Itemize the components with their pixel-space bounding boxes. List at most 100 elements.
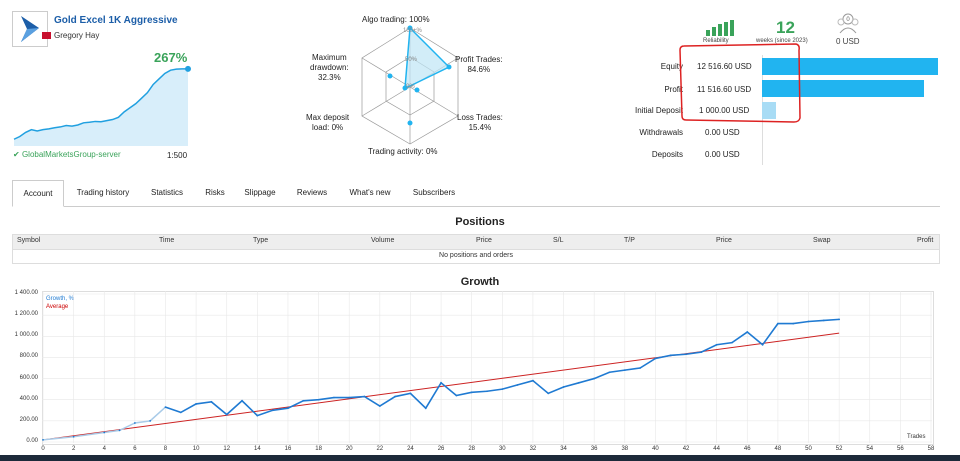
x-tick-56: 56 bbox=[897, 446, 904, 452]
radar-label-drawdown: Maximum drawdown: 32.3% bbox=[310, 53, 349, 82]
profit-value: 11 516.60 USD bbox=[697, 85, 752, 94]
tab-subscribers[interactable]: Subscribers bbox=[412, 188, 456, 197]
radar-label-algo: Algo trading: 100% bbox=[362, 15, 430, 24]
leverage: 1:500 bbox=[167, 151, 188, 160]
growth-point-17 bbox=[302, 399, 305, 402]
signal-logo bbox=[12, 11, 48, 47]
tab-slippage[interactable]: Slippage bbox=[244, 188, 276, 197]
radar-label-activity: Trading activity: 0% bbox=[368, 147, 438, 156]
growth-point-28 bbox=[470, 391, 473, 394]
growth-point-13 bbox=[241, 399, 243, 402]
server-name[interactable]: ✔ GlobalMarketsGroup-server bbox=[13, 150, 121, 159]
signal-title[interactable]: Gold Excel 1K Aggressive bbox=[54, 15, 178, 26]
x-tick-22: 22 bbox=[376, 446, 384, 452]
growth-point-30 bbox=[501, 388, 504, 391]
x-tick-28: 28 bbox=[468, 446, 476, 452]
growth-point-33 bbox=[547, 392, 550, 395]
uk-flag-icon bbox=[42, 32, 51, 39]
initial-deposit-bar bbox=[762, 102, 776, 119]
growth-point-7 bbox=[149, 419, 152, 422]
col-tp: T/P bbox=[624, 237, 635, 244]
x-tick-50: 50 bbox=[805, 446, 812, 452]
col-time: Time bbox=[159, 237, 175, 244]
withdrawals-value: 0.00 USD bbox=[705, 128, 740, 137]
reliability-bars-icon bbox=[706, 20, 734, 36]
mini-growth-chart bbox=[13, 65, 191, 146]
initial-deposit-label: Initial Deposit bbox=[634, 106, 683, 115]
col-type: Type bbox=[253, 237, 269, 244]
legend-average: Average bbox=[46, 304, 69, 310]
mini-area bbox=[14, 68, 188, 146]
radar-point-profit bbox=[446, 64, 452, 70]
growth-point-26 bbox=[440, 381, 442, 384]
growth-point-48 bbox=[776, 322, 779, 325]
red-annotation-box bbox=[679, 43, 801, 123]
col-profit: Profit bbox=[917, 237, 934, 244]
growth-point-31 bbox=[516, 384, 519, 386]
tab-trading-history[interactable]: Trading history bbox=[76, 188, 130, 197]
tab-risks[interactable]: Risks bbox=[205, 188, 225, 197]
growth-point-37 bbox=[608, 371, 611, 374]
subscribers-usd: 0 USD bbox=[836, 37, 860, 46]
tab-statistics[interactable]: Statistics bbox=[150, 188, 183, 197]
radar-chart bbox=[361, 25, 459, 145]
x-tick-54: 54 bbox=[866, 446, 874, 452]
radar-point-loss bbox=[414, 87, 420, 93]
y-tick-4: 800.00 bbox=[19, 353, 38, 360]
growth-point-51 bbox=[822, 319, 825, 322]
x-tick-18: 18 bbox=[315, 446, 322, 452]
growth-point-32 bbox=[532, 379, 534, 382]
x-tick-36: 36 bbox=[590, 446, 598, 452]
tab-whats-new[interactable]: What's new bbox=[349, 188, 391, 197]
radar-point-activity bbox=[407, 120, 413, 126]
tab-account[interactable]: Account bbox=[12, 180, 64, 207]
y-tick-0: 0.00 bbox=[26, 438, 38, 444]
col-sl: S/L bbox=[553, 237, 564, 244]
x-tick-14: 14 bbox=[254, 446, 261, 452]
growth-point-41 bbox=[669, 354, 672, 357]
col-swap: Swap bbox=[813, 237, 831, 244]
weeks-label: weeks (since 2023) bbox=[756, 38, 808, 44]
check-shield-icon: ✔ bbox=[13, 150, 20, 159]
radar-label-50: 50% bbox=[405, 57, 418, 63]
tab-reviews[interactable]: Reviews bbox=[296, 188, 328, 197]
radar-label-profit: Profit Trades: 84.6% bbox=[455, 55, 503, 74]
x-tick-16: 16 bbox=[284, 446, 292, 452]
col-price: Price bbox=[476, 237, 492, 244]
growth-percent: 267% bbox=[154, 50, 188, 65]
x-tick-38: 38 bbox=[621, 446, 629, 452]
x-tick-42: 42 bbox=[682, 446, 690, 452]
svg-text:0: 0 bbox=[846, 17, 850, 23]
profit-label: Profit bbox=[664, 85, 683, 94]
x-tick-34: 34 bbox=[560, 446, 567, 452]
initial-deposit-value: 1 000.00 USD bbox=[699, 106, 750, 115]
x-tick-52: 52 bbox=[835, 446, 843, 452]
x-tick-8: 8 bbox=[163, 446, 168, 452]
deposits-value: 0.00 USD bbox=[705, 150, 740, 159]
growth-point-20 bbox=[348, 396, 351, 399]
growth-chart bbox=[42, 291, 932, 443]
x-axis-label: Trades bbox=[907, 434, 926, 440]
y-tick-3: 600.00 bbox=[19, 374, 38, 381]
growth-point-2 bbox=[72, 435, 75, 438]
tab-bar: Account Trading history Statistics Risks… bbox=[12, 180, 940, 207]
col-volume: Volume bbox=[371, 237, 395, 244]
growth-point-10 bbox=[195, 403, 198, 405]
author-name[interactable]: Gregory Hay bbox=[54, 31, 100, 40]
growth-point-23 bbox=[394, 395, 397, 398]
growth-point-50 bbox=[807, 320, 810, 323]
x-tick-26: 26 bbox=[437, 446, 445, 452]
y-tick-5: 1 000.00 bbox=[14, 332, 38, 339]
growth-point-38 bbox=[623, 369, 626, 372]
growth-point-15 bbox=[271, 409, 274, 412]
growth-point-18 bbox=[317, 398, 320, 401]
positions-title: Positions bbox=[455, 216, 505, 228]
radar-label-load: Max deposit load: 0% bbox=[306, 113, 350, 132]
growth-point-0 bbox=[42, 438, 44, 441]
growth-chart-frame bbox=[42, 291, 934, 445]
growth-point-5 bbox=[118, 429, 121, 432]
growth-point-6 bbox=[133, 422, 136, 424]
equity-value: 12 516.60 USD bbox=[697, 62, 752, 71]
x-tick-2: 2 bbox=[71, 446, 76, 452]
growth-point-34 bbox=[562, 386, 565, 388]
